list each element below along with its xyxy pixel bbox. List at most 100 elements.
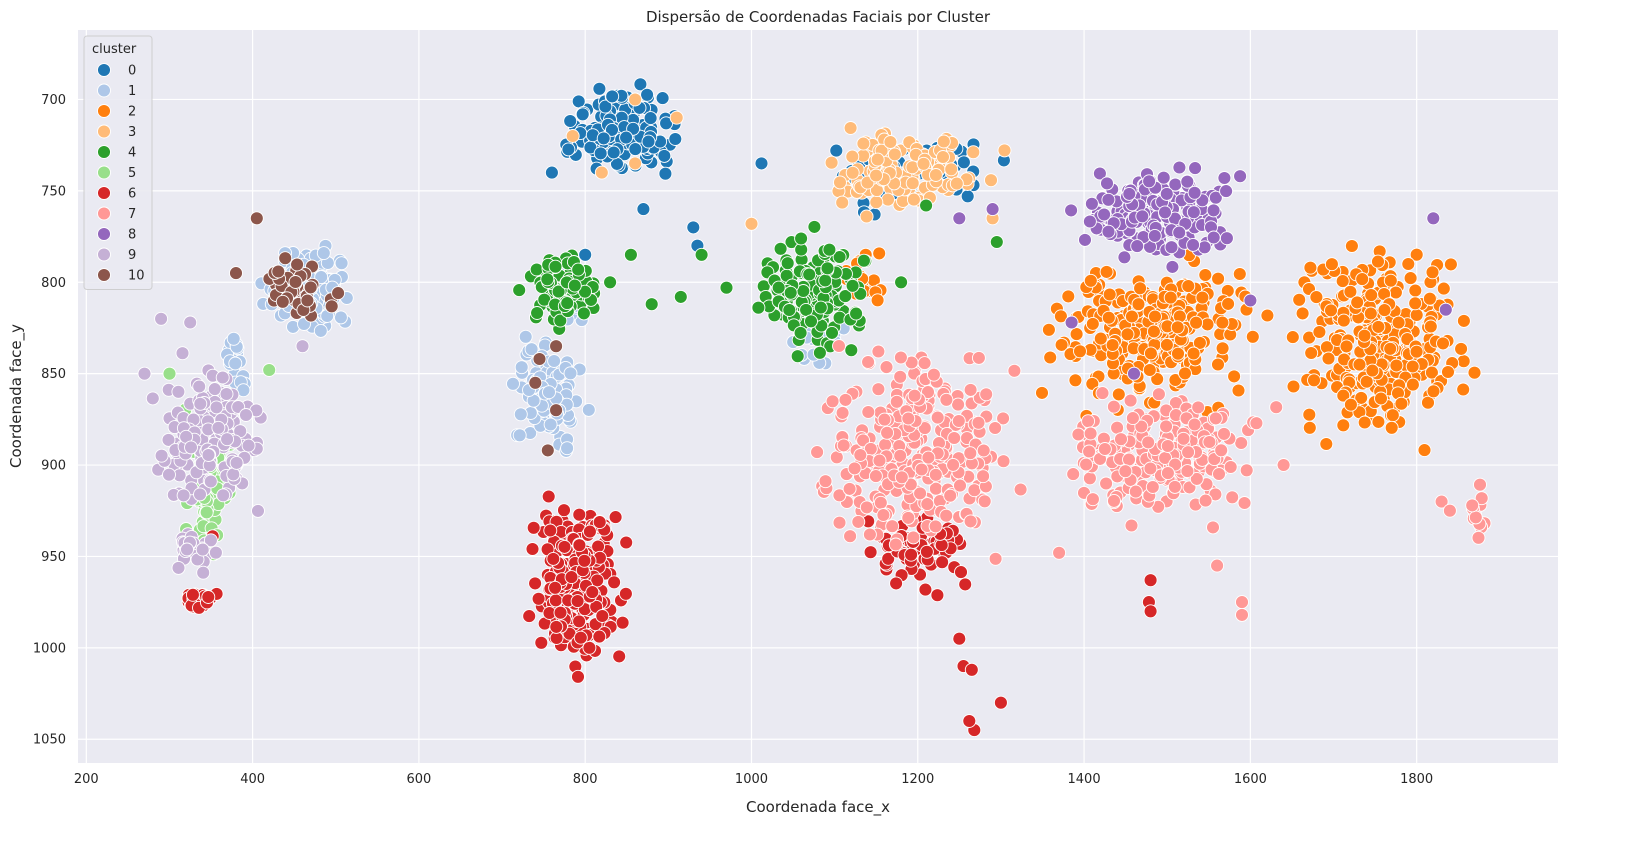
data-point <box>1171 346 1185 361</box>
data-point <box>1187 417 1202 432</box>
data-point <box>573 630 588 645</box>
data-point <box>1131 297 1146 312</box>
x-tick-label: 1200 <box>901 772 934 787</box>
data-point <box>1202 435 1217 449</box>
data-point <box>1394 396 1409 411</box>
data-point <box>1064 203 1079 218</box>
data-point <box>316 246 331 261</box>
data-point <box>1158 205 1172 220</box>
data-point <box>832 488 847 503</box>
data-point <box>618 586 633 601</box>
data-point <box>220 432 235 447</box>
data-point <box>1200 317 1215 332</box>
data-point <box>1068 373 1083 388</box>
data-point <box>591 539 606 554</box>
data-point <box>1160 466 1175 481</box>
data-point <box>1130 239 1145 254</box>
data-point <box>1083 426 1098 441</box>
data-point <box>567 278 582 293</box>
data-point <box>996 454 1011 469</box>
data-point <box>1223 460 1238 474</box>
data-point <box>1099 476 1114 491</box>
data-point <box>184 440 198 455</box>
data-point <box>1206 520 1220 535</box>
data-point <box>958 577 973 592</box>
data-point <box>553 605 568 620</box>
data-point <box>1355 272 1370 287</box>
data-point <box>581 402 596 417</box>
data-point <box>1180 174 1195 189</box>
data-point <box>553 313 568 328</box>
data-point <box>251 503 265 518</box>
data-point <box>952 631 967 646</box>
data-point <box>1405 377 1420 392</box>
data-point <box>833 175 847 190</box>
data-point <box>1260 308 1275 323</box>
data-point <box>571 669 585 684</box>
data-point <box>1319 437 1334 451</box>
y-tick-label: 850 <box>41 367 66 382</box>
legend-label: 4 <box>128 146 136 161</box>
legend-marker <box>97 206 111 221</box>
x-tick-label: 200 <box>74 772 99 787</box>
data-point <box>1192 335 1207 350</box>
data-point <box>303 280 318 295</box>
data-point <box>1371 254 1385 269</box>
data-point <box>546 551 561 566</box>
data-point <box>917 356 932 371</box>
data-point <box>1082 214 1097 229</box>
data-point <box>513 407 528 422</box>
data-point <box>1212 467 1226 481</box>
data-point <box>1456 382 1471 397</box>
x-tick-label: 1800 <box>1400 772 1433 787</box>
data-point <box>936 134 951 149</box>
data-point <box>512 283 527 298</box>
data-point <box>951 414 966 428</box>
data-point <box>1081 414 1096 429</box>
data-point <box>1409 308 1424 322</box>
data-point <box>145 391 160 406</box>
data-point <box>832 250 847 264</box>
data-point <box>1186 205 1201 220</box>
data-point <box>782 303 797 317</box>
data-point <box>1170 320 1185 335</box>
data-point <box>1159 337 1174 352</box>
x-tick-label: 1600 <box>1234 772 1267 787</box>
data-point <box>1235 607 1249 622</box>
data-point <box>1134 419 1149 434</box>
data-point <box>1013 482 1028 497</box>
data-point <box>1401 257 1416 271</box>
data-point <box>176 488 191 503</box>
data-point <box>540 443 555 458</box>
data-point <box>1422 291 1437 306</box>
data-point <box>605 122 619 137</box>
data-point <box>1082 444 1097 459</box>
data-point <box>563 114 578 128</box>
data-point <box>905 176 920 191</box>
data-point <box>1408 283 1423 298</box>
data-point <box>813 300 828 315</box>
data-point <box>964 662 979 677</box>
data-point <box>844 343 859 358</box>
data-point <box>162 366 177 381</box>
data-point <box>859 500 874 515</box>
data-point <box>207 382 222 397</box>
data-point <box>1344 239 1359 253</box>
data-point <box>963 514 978 529</box>
data-point <box>228 356 243 371</box>
data-point <box>1163 290 1178 305</box>
data-point <box>1286 379 1301 394</box>
data-point <box>953 478 967 493</box>
data-point <box>1125 411 1140 426</box>
data-point <box>921 385 935 400</box>
data-point <box>643 111 658 126</box>
data-point <box>921 450 936 465</box>
data-point <box>1377 303 1392 318</box>
data-point <box>1085 492 1100 507</box>
data-point <box>1354 390 1369 405</box>
data-point <box>1302 420 1317 435</box>
data-point <box>966 145 981 160</box>
legend-marker <box>97 268 111 282</box>
data-point <box>861 355 876 369</box>
data-point <box>324 299 339 314</box>
